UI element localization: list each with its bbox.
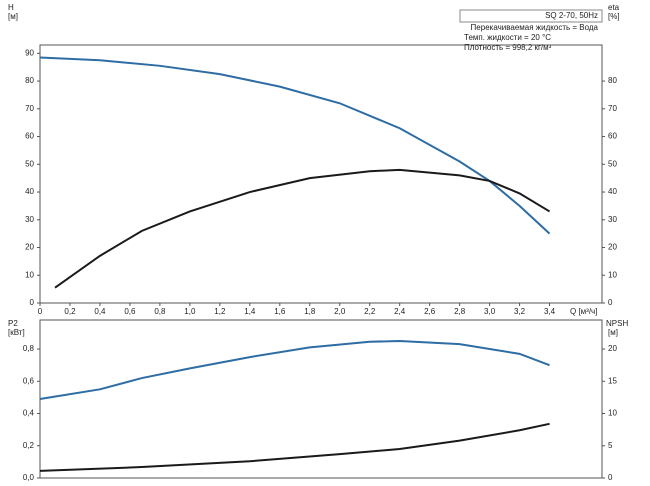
y2-tick-label: 20 [608,243,617,252]
y-tick-label: 60 [25,132,34,141]
x-tick-label: 0 [38,307,43,316]
y2-axis-label: eta [608,3,620,12]
plot-frame [39,319,603,479]
y-tick-label: 0,6 [23,376,35,385]
x-tick-label: 3,4 [544,307,556,316]
y-tick-label: 0,4 [23,409,35,418]
y-tick-label: 30 [25,215,34,224]
x-tick-label: 2,8 [454,307,466,316]
y2-tick-label: 20 [608,344,617,353]
y2-tick-label: 5 [608,441,613,450]
y-tick-label: 0,2 [23,441,35,450]
x-tick-label: 3,2 [514,307,526,316]
y2-axis-unit: [%] [608,12,620,21]
series-line [39,422,550,472]
y2-axis-label: NPSH [606,319,628,328]
y-axis-unit: [кВт] [8,328,25,337]
y-tick-label: 40 [25,187,34,196]
y2-tick-label: 10 [608,409,617,418]
x-tick-label: 0,2 [64,307,76,316]
y2-axis-unit: [м] [608,328,618,337]
y-axis-label: P2 [8,319,18,328]
y2-tick-label: 60 [608,132,617,141]
y-tick-label: 0 [30,298,35,307]
annotation: Перекачиваемая жидкость = Вода [471,23,599,32]
x-tick-label: 0,6 [124,307,136,316]
x-tick-label: 1,4 [244,307,256,316]
y2-tick-label: 50 [608,159,617,168]
y-tick-label: 0,0 [23,473,35,482]
x-tick-label: 3,0 [484,307,496,316]
y-tick-label: 10 [25,270,34,279]
plot-frame [39,44,603,304]
y2-tick-label: 10 [608,270,617,279]
x-tick-label: 2,2 [364,307,376,316]
series-line [39,56,551,235]
y2-tick-label: 30 [608,215,617,224]
annotation: Плотность = 998,2 кг/м³ [464,43,552,52]
x-tick-label: 0,8 [154,307,166,316]
y2-tick-label: 15 [608,376,617,385]
y-tick-label: 90 [25,48,34,57]
annotation: Темп. жидкости = 20 °C [464,33,551,42]
series-line [39,339,550,400]
x-tick-label: 1,2 [214,307,226,316]
y2-tick-label: 70 [608,104,617,113]
x-tick-label: 2,4 [394,307,406,316]
y2-tick-label: 40 [608,187,617,196]
chart-title: SQ 2-70, 50Hz [545,11,598,20]
y2-tick-label: 0 [608,298,613,307]
y-tick-label: 70 [25,104,34,113]
x-tick-label: 1,8 [304,307,316,316]
y-tick-label: 80 [25,76,34,85]
y-axis-label: H [8,3,14,12]
y2-tick-label: 80 [608,76,617,85]
x-tick-label: 1,0 [184,307,196,316]
x-tick-label: 2,0 [334,307,346,316]
y-tick-label: 0,8 [23,344,35,353]
x-tick-label: 0,4 [94,307,106,316]
x-axis-label: Q [м³/ч] [570,307,597,316]
series-line [54,168,551,289]
x-tick-label: 1,6 [274,307,286,316]
y-tick-label: 20 [25,243,34,252]
y2-tick-label: 0 [608,473,613,482]
y-tick-label: 50 [25,159,34,168]
y-axis-unit: [м] [8,12,18,21]
title-box [459,9,603,23]
x-tick-label: 2,6 [424,307,436,316]
